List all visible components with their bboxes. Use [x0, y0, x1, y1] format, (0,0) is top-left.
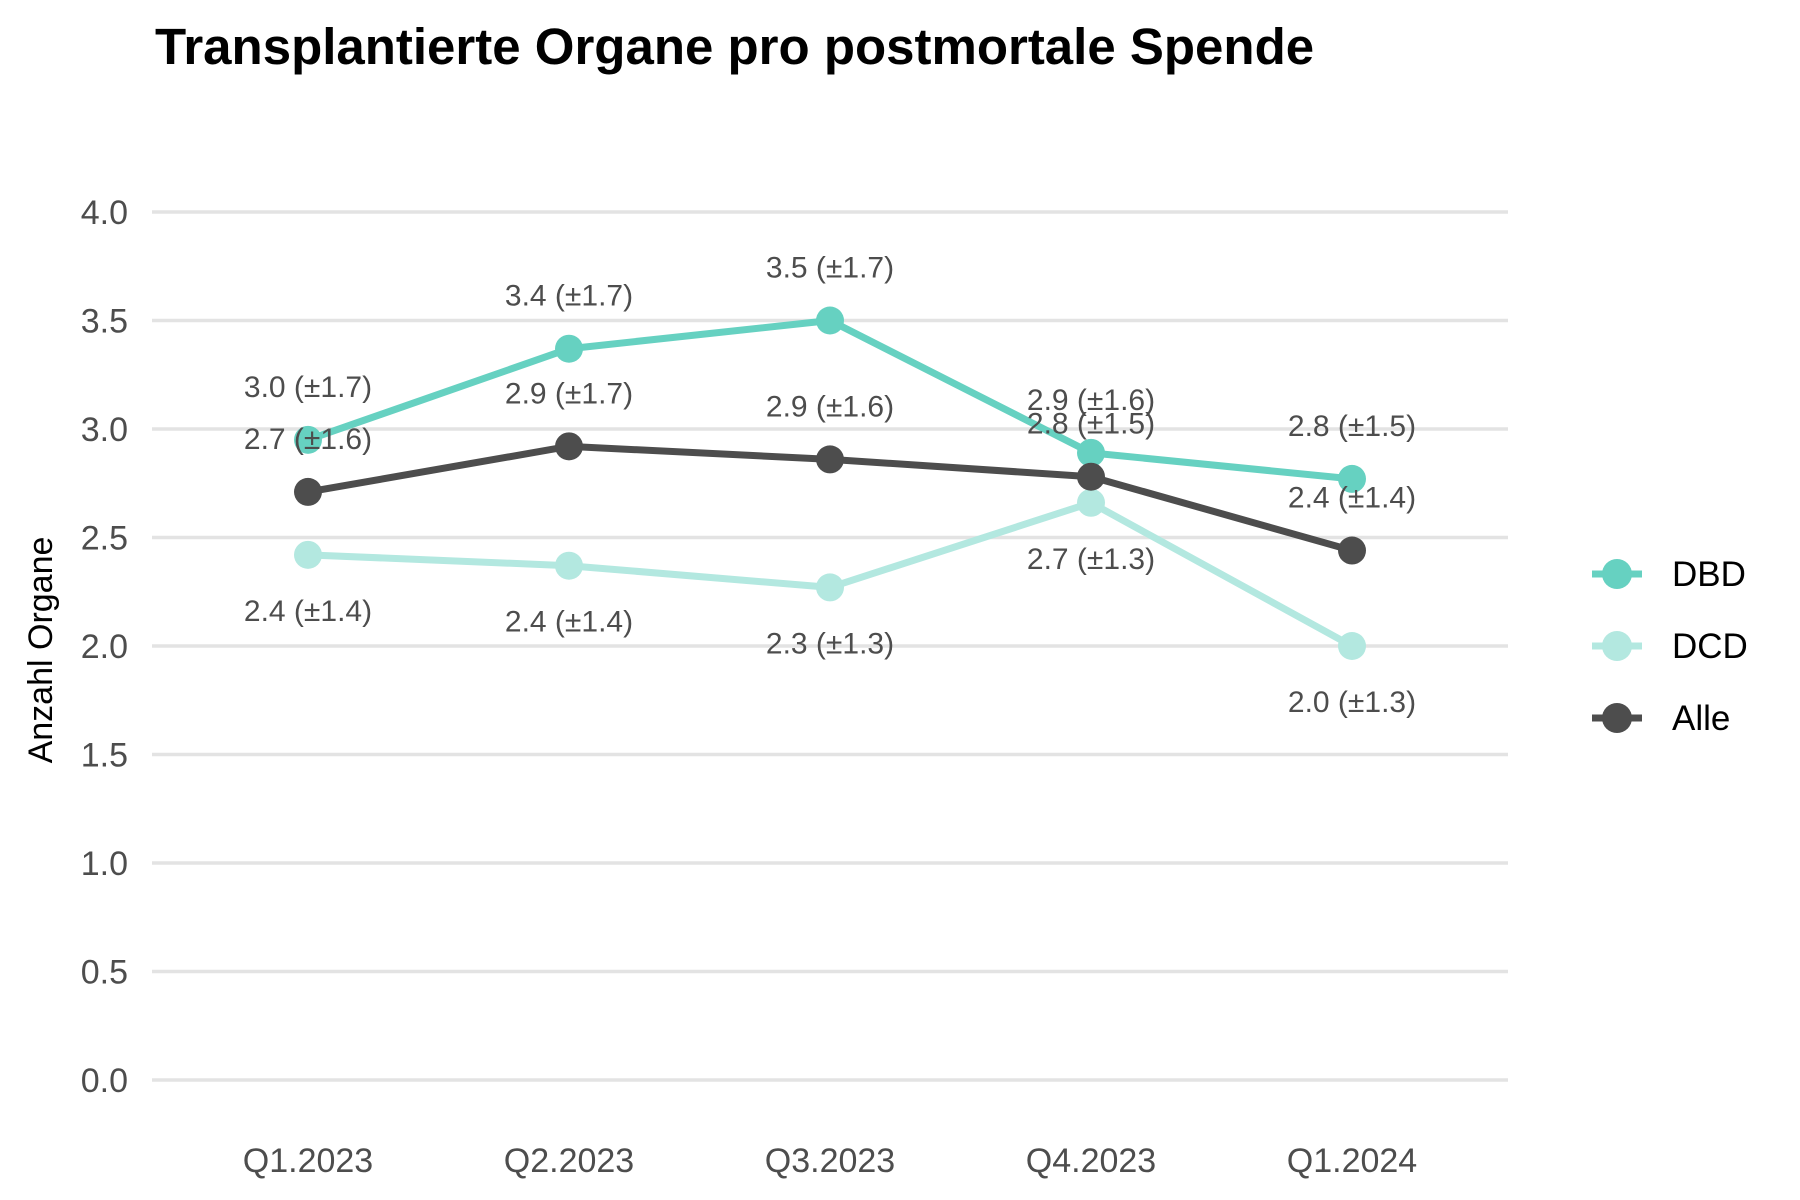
- data-point-dcd: [1077, 488, 1105, 517]
- x-tick-label: Q1.2024: [1287, 1142, 1417, 1180]
- data-point-dbd: [816, 306, 844, 335]
- y-tick-label: 0.0: [81, 1062, 128, 1100]
- data-label-dcd: 2.4 (±1.4): [244, 595, 372, 628]
- data-point-dcd: [555, 551, 583, 580]
- legend-item-dbd: DBD: [1592, 555, 1746, 594]
- data-label-dcd: 2.3 (±1.3): [766, 627, 894, 660]
- y-axis-ticks: 0.0 0.5 1.0 1.5 2.0 2.5 3.0 3.5 4.0: [81, 194, 128, 1100]
- x-tick-label: Q4.2023: [1026, 1142, 1156, 1180]
- legend-swatch-marker: [1602, 631, 1632, 661]
- data-label-dcd: 2.7 (±1.3): [1027, 543, 1155, 576]
- x-axis-ticks: Q1.2023 Q2.2023 Q3.2023 Q4.2023 Q1.2024: [243, 1142, 1417, 1180]
- data-label-alle: 2.4 (±1.4): [1288, 482, 1416, 515]
- y-tick-label: 2.0: [81, 628, 128, 666]
- data-point-dbd: [1077, 438, 1105, 467]
- data-labels: 3.0 (±1.7) 3.4 (±1.7) 3.5 (±1.7) 2.9 (±1.6)…: [244, 252, 1416, 720]
- y-tick-label: 3.5: [81, 303, 128, 341]
- series-dcd: [294, 488, 1366, 660]
- data-point-alle: [294, 477, 322, 506]
- data-point-dcd: [816, 573, 844, 602]
- legend-label: DBD: [1672, 555, 1746, 594]
- legend-swatch-marker: [1602, 703, 1632, 733]
- data-point-dbd: [294, 425, 322, 454]
- data-label-alle: 2.9 (±1.7): [505, 377, 633, 410]
- data-point-dcd: [1338, 632, 1366, 660]
- series-dbd: [294, 306, 1366, 493]
- legend-label: DCD: [1672, 627, 1748, 666]
- y-tick-label: 1.0: [81, 845, 128, 883]
- legend-item-dcd: DCD: [1592, 627, 1748, 666]
- legend-swatch-marker: [1602, 559, 1632, 589]
- y-tick-label: 1.5: [81, 737, 128, 775]
- series-lines: [294, 306, 1366, 660]
- y-tick-label: 0.5: [81, 954, 128, 992]
- data-label-dcd: 2.4 (±1.4): [505, 606, 633, 639]
- x-tick-label: Q1.2023: [243, 1142, 373, 1180]
- data-label-dbd: 2.9 (±1.6): [1027, 384, 1155, 417]
- data-label-alle: 2.8 (±1.5): [1027, 408, 1155, 441]
- data-label-dcd: 2.0 (±1.3): [1288, 686, 1416, 719]
- grid-lines: [152, 210, 1508, 1082]
- x-tick-label: Q3.2023: [765, 1142, 895, 1180]
- chart-title: Transplantierte Organe pro postmortale S…: [155, 18, 1314, 75]
- data-point-alle: [1338, 536, 1366, 565]
- data-point-dbd: [1338, 464, 1366, 493]
- series-alle: [294, 432, 1366, 565]
- data-point-dcd: [294, 540, 322, 569]
- data-label-dbd: 2.8 (±1.5): [1288, 410, 1416, 443]
- legend: DBD DCD Alle: [1592, 555, 1748, 738]
- data-point-alle: [555, 432, 583, 461]
- x-tick-label: Q2.2023: [504, 1142, 634, 1180]
- data-label-dbd: 3.0 (±1.7): [244, 371, 372, 404]
- data-point-alle: [816, 445, 844, 474]
- data-label-dbd: 3.4 (±1.7): [505, 280, 633, 313]
- y-tick-label: 4.0: [81, 194, 128, 232]
- legend-item-alle: Alle: [1592, 699, 1730, 738]
- y-tick-label: 2.5: [81, 520, 128, 558]
- data-label-dbd: 3.5 (±1.7): [766, 252, 894, 285]
- legend-label: Alle: [1672, 699, 1730, 738]
- data-label-alle: 2.7 (±1.6): [244, 423, 372, 456]
- data-point-alle: [1077, 462, 1105, 491]
- data-point-dbd: [555, 334, 583, 363]
- data-label-alle: 2.9 (±1.6): [766, 390, 894, 423]
- y-axis-label: Anzahl Organe: [22, 537, 60, 764]
- y-tick-label: 3.0: [81, 411, 128, 449]
